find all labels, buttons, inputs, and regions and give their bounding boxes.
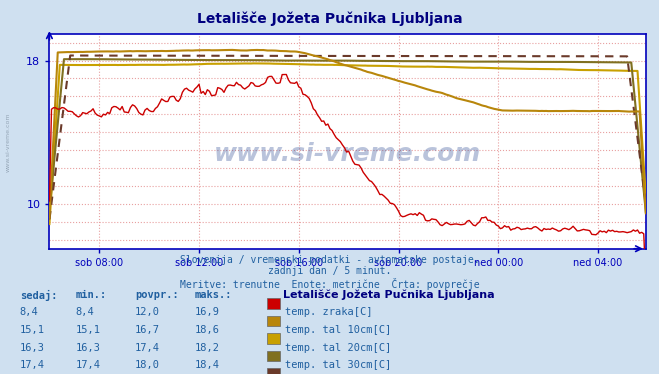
Text: www.si-vreme.com: www.si-vreme.com: [5, 112, 11, 172]
Text: Letališče Jožeta Pučnika Ljubljana: Letališče Jožeta Pučnika Ljubljana: [196, 11, 463, 26]
Text: 8,4: 8,4: [76, 307, 94, 318]
Text: 17,4: 17,4: [135, 343, 160, 353]
Text: 16,3: 16,3: [76, 343, 101, 353]
Text: Meritve: trenutne  Enote: metrične  Črta: povprečje: Meritve: trenutne Enote: metrične Črta: …: [180, 278, 479, 289]
Text: 18,0: 18,0: [135, 360, 160, 370]
Text: 16,3: 16,3: [20, 343, 45, 353]
Text: 12,0: 12,0: [135, 307, 160, 318]
Text: povpr.:: povpr.:: [135, 290, 179, 300]
Text: 15,1: 15,1: [20, 325, 45, 335]
Text: temp. tal 10cm[C]: temp. tal 10cm[C]: [285, 325, 391, 335]
Text: Letališče Jožeta Pučnika Ljubljana: Letališče Jožeta Pučnika Ljubljana: [283, 290, 495, 300]
Text: 18,2: 18,2: [194, 343, 219, 353]
Text: www.si-vreme.com: www.si-vreme.com: [214, 142, 481, 166]
Text: 15,1: 15,1: [76, 325, 101, 335]
Text: min.:: min.:: [76, 290, 107, 300]
Text: 16,9: 16,9: [194, 307, 219, 318]
Text: Slovenija / vremenski podatki - avtomatske postaje.: Slovenija / vremenski podatki - avtomats…: [180, 255, 479, 265]
Text: 8,4: 8,4: [20, 307, 38, 318]
Text: 16,7: 16,7: [135, 325, 160, 335]
Text: temp. tal 30cm[C]: temp. tal 30cm[C]: [285, 360, 391, 370]
Text: temp. zraka[C]: temp. zraka[C]: [285, 307, 372, 318]
Text: 17,4: 17,4: [20, 360, 45, 370]
Text: 18,6: 18,6: [194, 325, 219, 335]
Text: zadnji dan / 5 minut.: zadnji dan / 5 minut.: [268, 266, 391, 276]
Text: sedaj:: sedaj:: [20, 290, 57, 301]
Text: temp. tal 20cm[C]: temp. tal 20cm[C]: [285, 343, 391, 353]
Text: 17,4: 17,4: [76, 360, 101, 370]
Text: maks.:: maks.:: [194, 290, 232, 300]
Text: 18,4: 18,4: [194, 360, 219, 370]
